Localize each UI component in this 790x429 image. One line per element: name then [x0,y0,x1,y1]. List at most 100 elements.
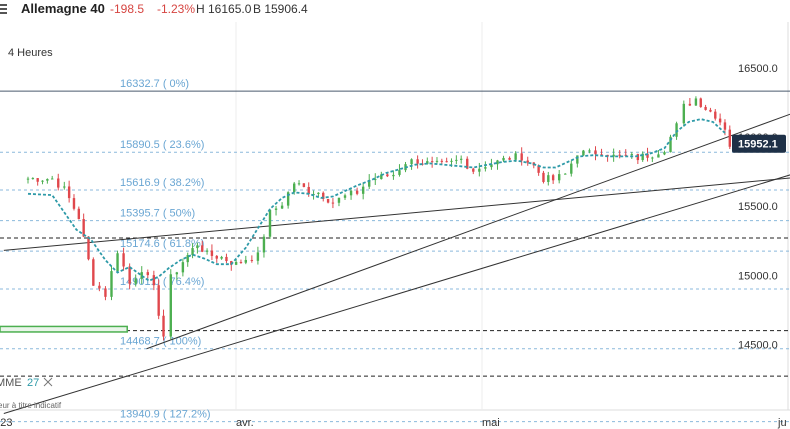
candle-body [688,103,692,106]
candle-body [582,150,585,156]
candle-body [646,153,649,158]
candle-body [286,192,290,206]
fib-label: 15616.9 ( 38.2%) [120,177,204,189]
candle-body [162,315,165,337]
candle-body [675,123,678,137]
fib-label: 15174.6 ( 61.8%) [120,238,204,250]
time-tick-label: ju [777,417,787,429]
candle-body [36,178,39,182]
candle-body [410,159,413,165]
candle-body [641,153,644,161]
candle-body [380,174,383,180]
candle-body [268,209,272,237]
price-tick-label: 16500.0 [738,63,778,75]
fib-label: 14901.0 ( 76.4%) [120,276,204,288]
candle-body [72,198,76,209]
fib-label: 14468.7 ( 100%) [120,336,201,348]
candle-body [472,168,475,172]
candle-body [699,98,702,107]
candle-body [337,197,341,203]
price-tick-label: 15500.0 [738,201,778,213]
chart-interval[interactable]: 4 Heures [8,47,53,59]
candle-body [537,165,540,173]
current-price-badge: 15952.1 [732,134,786,153]
fib-label: 13940.9 ( 127.2%) [120,409,211,421]
candle-body [657,154,660,158]
candle-body [274,208,278,210]
candle-body [669,136,672,153]
candle-body [392,174,395,177]
candle-body [134,278,137,284]
candle-body [557,174,561,181]
candle-body [239,261,243,263]
candlesticks [26,96,731,341]
candle-body [244,259,247,263]
chart-overlay: MME 27 eur à titre indicatif [0,325,128,410]
candle-body [551,175,555,181]
candle-body [110,271,113,297]
close-icon [43,377,53,387]
candle-body [46,179,49,181]
candle-body [104,288,107,297]
candle-body [92,259,95,286]
candle-body [302,183,306,187]
candle-body [502,157,505,161]
candle-body [234,261,238,265]
fibonacci-levels: 16332.7 ( 0%) 15890.5 ( 23.6%) 15616.9 ( 3… [0,78,790,423]
candle-body [526,160,529,163]
candle-body [570,163,573,174]
candle-body [169,274,172,337]
chart-grid [0,22,790,411]
moving-average-line [27,118,726,282]
horizontal-levels [0,90,790,377]
menu-icon[interactable] [0,4,7,14]
candle-body [331,202,335,204]
candle-body [26,178,30,180]
candle-body [317,192,320,194]
candle-body [146,272,149,276]
candle-body [694,98,698,106]
candle-body [576,155,579,164]
candle-body [386,174,389,177]
candle-body [624,154,627,156]
candle-body [41,180,44,182]
candle-body [435,160,439,162]
price-tick-label: 15000.0 [738,270,778,282]
candle-body [175,272,179,275]
candle-body [718,118,722,123]
trendline [3,177,790,251]
instrument-title[interactable]: Allemagne 40 [21,1,105,16]
candle-body [57,178,60,188]
candle-body [280,205,284,209]
time-tick-label: 2023 [0,417,12,429]
change-percent: -1.23% [157,2,196,16]
fib-label: 16332.7 ( 0%) [120,78,189,90]
candle-body [663,152,666,155]
price-tick-label: 14500.0 [738,339,778,351]
candle-body [514,153,517,160]
candle-body [520,153,523,161]
session-high: H 16165.0 [196,2,252,16]
candle-body [612,154,615,157]
support-box [0,325,128,333]
indicator-name: MME [0,377,22,389]
candle-body [343,195,347,198]
candle-body [459,158,463,160]
candle-body [210,250,214,256]
candle-body [709,109,712,112]
price-badge-bg [732,134,786,153]
candle-body [398,170,401,175]
candle-body [600,154,603,156]
candle-body [588,150,591,152]
candle-body [116,253,119,272]
moving-average [27,118,726,282]
candle-body [651,157,654,159]
candle-body [87,236,90,260]
change-absolute: -198.5 [110,2,145,16]
candle-body [322,192,325,200]
candle-body [484,167,487,169]
candle-body [355,190,359,194]
candle-body [455,159,458,161]
candle-body [205,250,209,252]
